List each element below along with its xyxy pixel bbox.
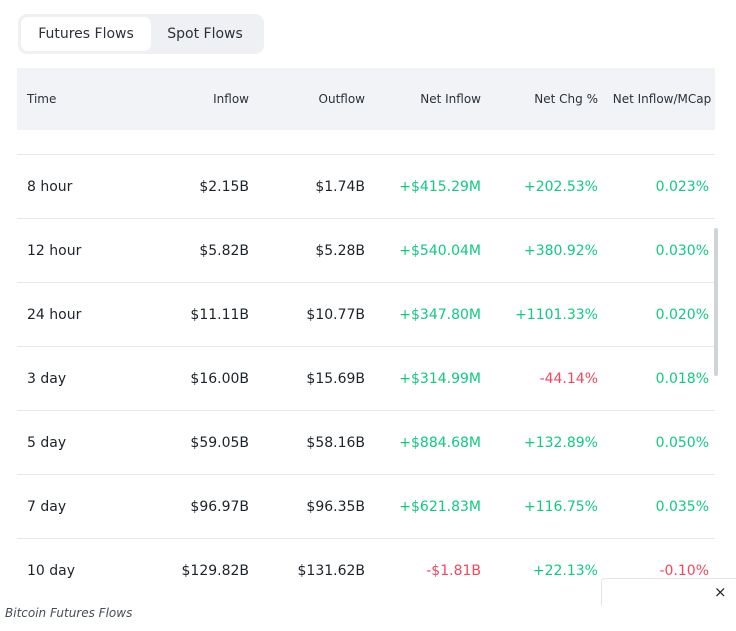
table-row: 7 day $96.97B $96.35B +$621.83M +116.75% 0.03… bbox=[17, 475, 715, 539]
cell-net-inflow-mcap: 0.050% bbox=[655, 434, 709, 451]
table-row: 8 hour $2.15B $1.74B +$415.29M +202.53% 0.023… bbox=[17, 155, 715, 219]
cell-inflow: $59.05B bbox=[190, 434, 249, 451]
cell-net-chg: +132.89% bbox=[523, 434, 598, 451]
cell-net-chg: +1101.33% bbox=[515, 306, 598, 323]
cell-net-inflow: +$884.68M bbox=[399, 434, 481, 451]
cell-outflow: $10.77B bbox=[306, 306, 365, 323]
cell-outflow: $5.28B bbox=[315, 242, 365, 259]
table-row: 12 hour $5.82B $5.28B +$540.04M +380.92% 0.03… bbox=[17, 219, 715, 283]
cell-net-inflow-mcap: 0.018% bbox=[655, 370, 709, 387]
table-row: 24 hour $11.11B $10.77B +$347.80M +1101.33% 0… bbox=[17, 283, 715, 347]
cell-inflow: $129.82B bbox=[181, 562, 250, 579]
table-header: Time Inflow Outflow Net Inflow Net Chg %… bbox=[17, 68, 715, 130]
cell-net-inflow: -$1.81B bbox=[426, 562, 481, 579]
cell-outflow: $96.35B bbox=[306, 498, 365, 515]
cell-outflow: $131.62B bbox=[297, 562, 366, 579]
cell-inflow: $16.00B bbox=[190, 370, 249, 387]
cell-net-inflow-mcap: 0.035% bbox=[655, 498, 709, 515]
header-net-inflow[interactable]: Net Inflow bbox=[420, 92, 481, 106]
cell-time: 24 hour bbox=[27, 306, 82, 323]
cell-outflow: $58.16B bbox=[306, 434, 365, 451]
cell-net-inflow-mcap: 0.030% bbox=[655, 242, 709, 259]
cell-time: 10 day bbox=[27, 562, 76, 579]
cell-net-inflow-mcap: 0.020% bbox=[655, 306, 709, 323]
header-time[interactable]: Time bbox=[27, 92, 57, 106]
cell-net-inflow: +$540.04M bbox=[399, 242, 481, 259]
cell-outflow: $1.74B bbox=[315, 178, 365, 195]
cell-net-inflow-mcap: 0.023% bbox=[655, 178, 709, 195]
cell-time: 3 day bbox=[27, 370, 67, 387]
tab-spot-flows[interactable]: Spot Flows bbox=[167, 26, 243, 42]
cell-net-chg: +116.75% bbox=[523, 498, 598, 515]
header-outflow[interactable]: Outflow bbox=[318, 92, 365, 106]
table-body: 8 hour $2.15B $1.74B +$415.29M +202.53% 0.023… bbox=[17, 155, 715, 580]
flows-table: Time Inflow Outflow Net Inflow Net Chg %… bbox=[17, 68, 715, 580]
cell-time: 8 hour bbox=[27, 178, 73, 195]
cell-net-inflow-mcap: -0.10% bbox=[659, 562, 709, 579]
table-row: 3 day $16.00B $15.69B +$314.99M -44.14% 0.018… bbox=[17, 347, 715, 411]
cell-net-inflow: +$415.29M bbox=[399, 178, 481, 195]
cell-time: 12 hour bbox=[27, 242, 82, 259]
cell-inflow: $96.97B bbox=[190, 498, 249, 515]
cell-net-chg: -44.14% bbox=[539, 370, 598, 387]
header-net-inflow-mcap[interactable]: Net Inflow/MCap bbox=[612, 92, 712, 106]
cell-net-inflow: +$621.83M bbox=[399, 498, 481, 515]
cell-inflow: $5.82B bbox=[199, 242, 249, 259]
header-net-chg[interactable]: Net Chg % bbox=[534, 92, 598, 106]
tab-futures-flows[interactable]: Futures Flows bbox=[21, 17, 151, 51]
header-inflow[interactable]: Inflow bbox=[213, 92, 249, 106]
popup-panel bbox=[601, 578, 736, 606]
cell-net-chg: +380.92% bbox=[523, 242, 598, 259]
cell-net-inflow: +$314.99M bbox=[399, 370, 481, 387]
cell-net-chg: +22.13% bbox=[532, 562, 598, 579]
table-spacer bbox=[17, 130, 715, 155]
cell-time: 7 day bbox=[27, 498, 67, 515]
flow-tabs: Futures Flows Spot Flows bbox=[18, 14, 264, 54]
cell-net-chg: +202.53% bbox=[523, 178, 598, 195]
cell-inflow: $11.11B bbox=[190, 306, 249, 323]
table-row: 5 day $59.05B $58.16B +$884.68M +132.89% 0.05… bbox=[17, 411, 715, 475]
cell-inflow: $2.15B bbox=[199, 178, 249, 195]
cell-net-inflow: +$347.80M bbox=[399, 306, 481, 323]
image-caption: Bitcoin Futures Flows bbox=[5, 606, 133, 620]
close-icon[interactable]: × bbox=[714, 583, 727, 601]
table-scrollbar[interactable] bbox=[714, 228, 718, 376]
cell-outflow: $15.69B bbox=[306, 370, 365, 387]
table-row: 10 day $129.82B $131.62B -$1.81B +22.13% -0.1… bbox=[17, 539, 715, 580]
cell-time: 5 day bbox=[27, 434, 67, 451]
